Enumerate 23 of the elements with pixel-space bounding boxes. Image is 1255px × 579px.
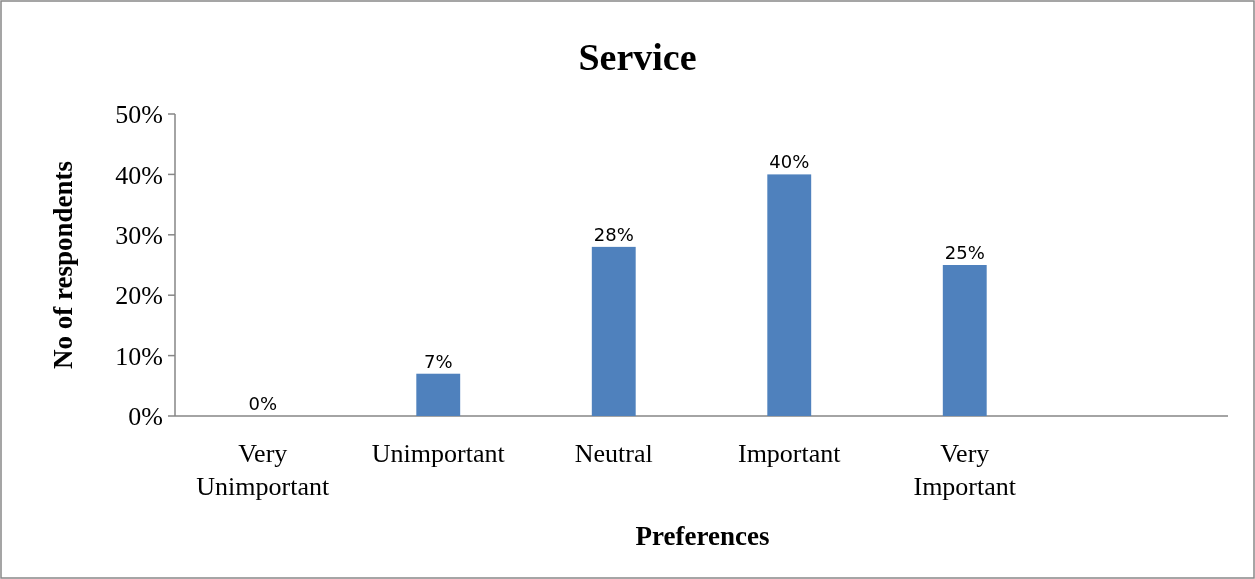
data-label: 40% <box>769 151 810 173</box>
y-tick-label: 30% <box>115 220 163 250</box>
y-tick-label: 50% <box>115 100 163 130</box>
data-label: 7% <box>423 350 453 372</box>
y-tick-label: 10% <box>115 341 163 371</box>
bar <box>767 174 812 416</box>
x-tick-label: Important <box>737 439 842 468</box>
y-tick-label: 0% <box>128 402 163 432</box>
data-label: 25% <box>944 242 985 263</box>
x-tick-label: Neutral <box>574 439 653 468</box>
data-label: 28% <box>593 223 634 245</box>
x-tick-label: Very Important <box>913 439 1017 501</box>
y-tick-label: 20% <box>115 281 163 311</box>
x-tick-label: Unimportant <box>371 439 506 468</box>
bar <box>942 265 987 416</box>
y-axis-title: No of respondents <box>48 160 78 370</box>
x-tick-label: Very Unimportant <box>196 439 330 501</box>
data-label: 0% <box>248 393 278 414</box>
bar <box>416 373 461 416</box>
y-tick-label: 40% <box>115 160 163 190</box>
x-axis-title: Preferences <box>635 521 770 551</box>
bar <box>591 246 636 416</box>
chart-title: Service <box>578 36 697 78</box>
